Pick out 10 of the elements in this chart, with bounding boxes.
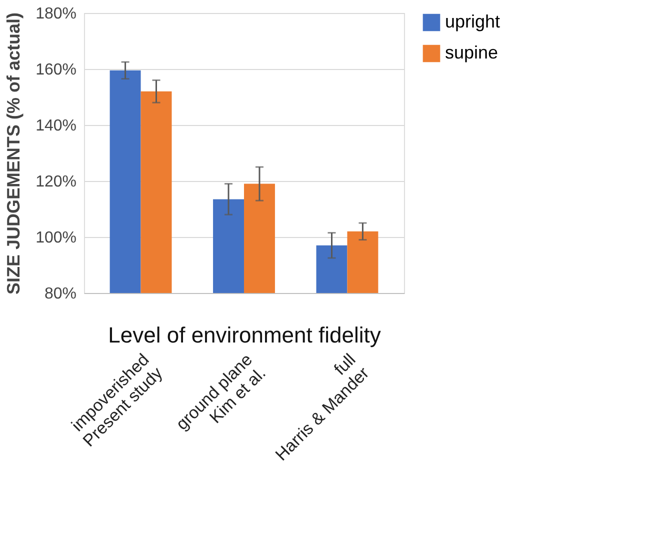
y-tick-label: 140% — [36, 118, 76, 134]
y-tick-label: 180% — [36, 6, 76, 22]
legend-label: supine — [445, 42, 498, 62]
legend-label: upright — [445, 12, 500, 32]
x-axis-title: Level of environment fidelity — [108, 322, 381, 348]
y-tick-label: 80% — [44, 286, 76, 302]
y-tick-label: 100% — [36, 230, 76, 246]
y-axis-title: SIZE JUDGEMENTS (% of actual) — [4, 12, 24, 295]
y-tick-label: 120% — [36, 174, 76, 190]
y-tick-label: 160% — [36, 62, 76, 78]
